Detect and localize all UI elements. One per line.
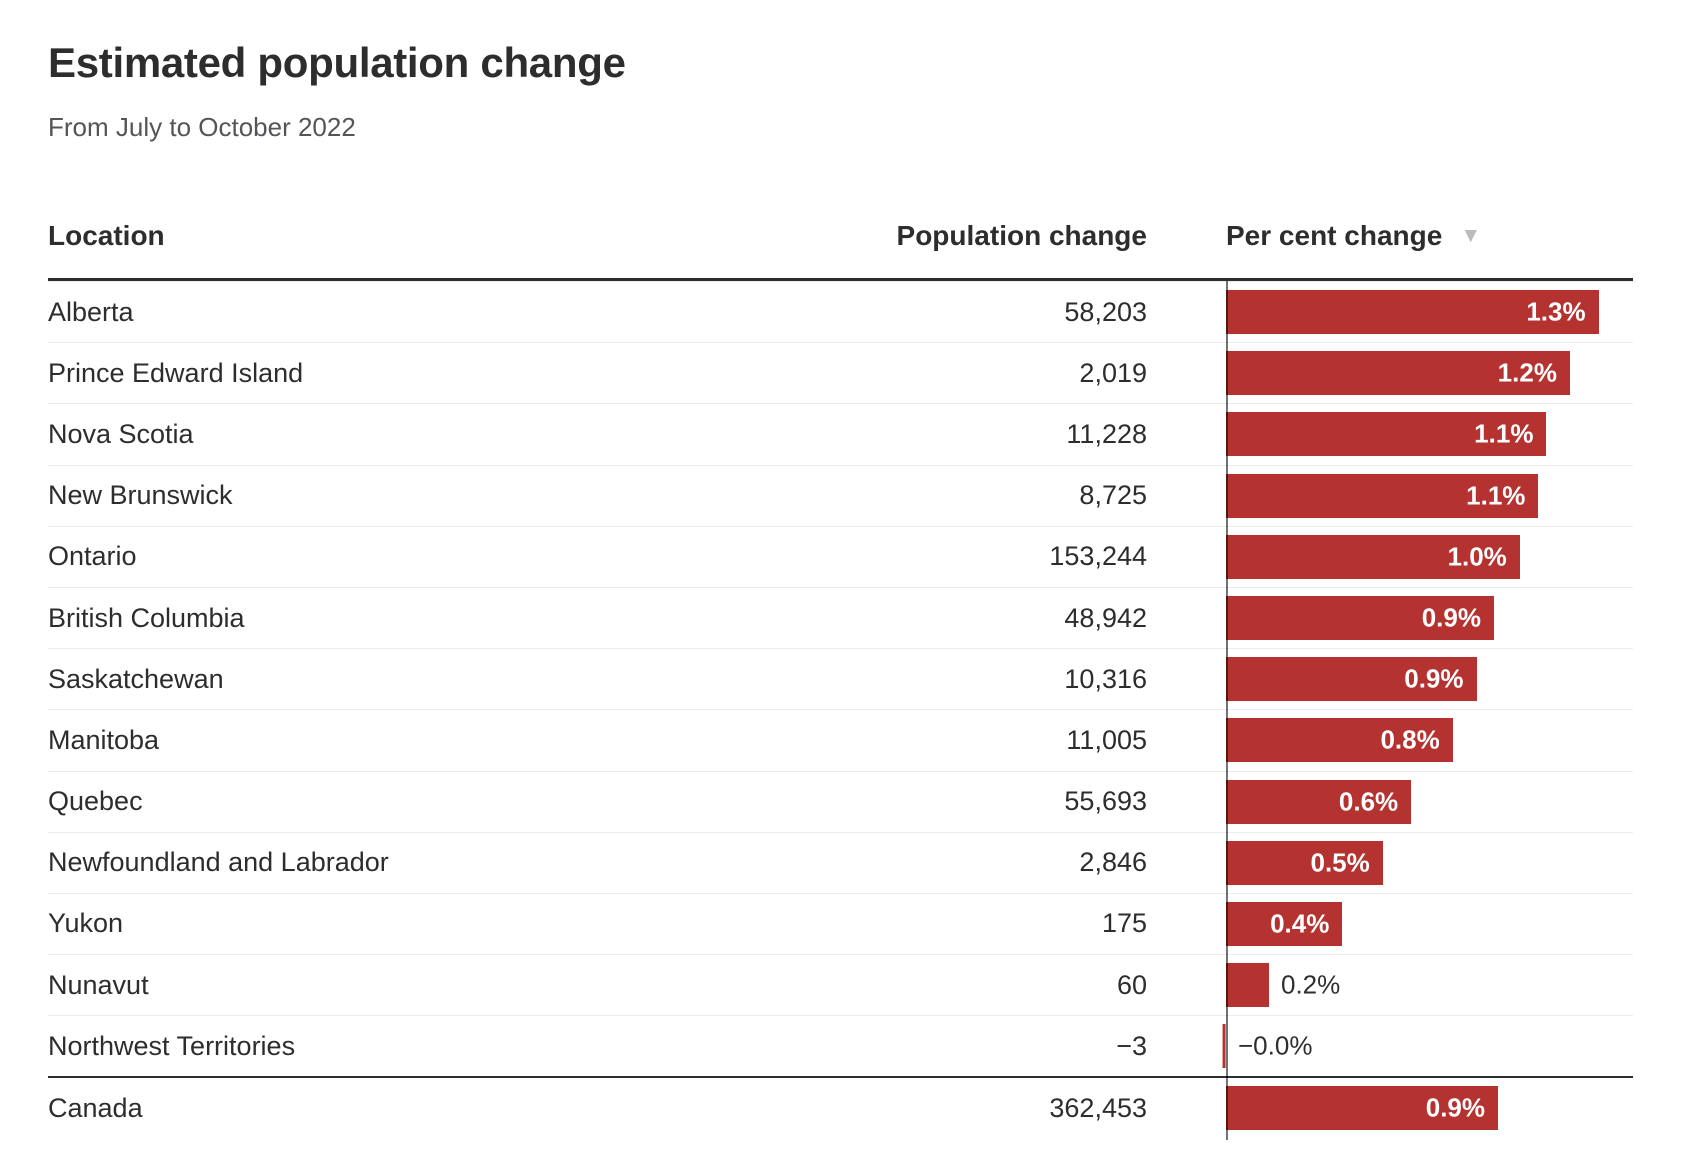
table-row-northwest-territories: Northwest Territories −3 −0.0% (48, 1015, 1633, 1076)
table-row-saskatchewan: Saskatchewan 10,316 0.9% (48, 648, 1633, 709)
percent-change-label: 0.9% (1404, 663, 1464, 694)
column-header-percent-change[interactable]: Per cent change ▼ (1226, 218, 1633, 254)
table-row-british-columbia: British Columbia 48,942 0.9% (48, 586, 1633, 648)
row-bar-cell: 1.1% (1226, 466, 1633, 526)
row-location: Alberta (48, 296, 134, 327)
row-population-change: 8,725 (1079, 480, 1147, 511)
row-bar-cell: 1.1% (1226, 404, 1633, 464)
percent-change-bar: 0.8% (1226, 718, 1453, 763)
row-bar-cell: 1.0% (1226, 527, 1633, 587)
percent-change-bar: 0.5% (1226, 840, 1383, 885)
row-bar-cell: 1.3% (1226, 282, 1633, 342)
row-bar-cell: 0.2% (1226, 955, 1633, 1015)
table-row-nunavut: Nunavut 60 0.2% (48, 954, 1633, 1015)
row-location: Prince Edward Island (48, 357, 304, 388)
row-location: Newfoundland and Labrador (48, 847, 389, 878)
chart-axis-line (1226, 281, 1228, 1140)
row-population-change: 48,942 (1064, 602, 1147, 633)
row-population-change: 11,005 (1066, 724, 1147, 755)
row-location: Northwest Territories (48, 1030, 296, 1061)
table-row-yukon: Yukon 175 0.4% (48, 892, 1633, 954)
row-population-change: 175 (1101, 908, 1147, 939)
row-location: Manitoba (48, 724, 160, 755)
table-row-new-brunswick: New Brunswick 8,725 1.1% (48, 464, 1633, 526)
row-location: British Columbia (48, 602, 245, 633)
row-population-change: −3 (1116, 1030, 1147, 1061)
percent-change-label: 0.5% (1310, 847, 1370, 878)
percent-change-bar: 1.0% (1226, 534, 1520, 579)
table-row-alberta: Alberta 58,203 1.3% (48, 281, 1633, 342)
row-population-change: 2,019 (1079, 357, 1147, 388)
row-bar-cell: 0.9% (1226, 1078, 1633, 1137)
table-row-nova-scotia: Nova Scotia 11,228 1.1% (48, 403, 1633, 464)
row-bar-cell: −0.0% (1222, 1016, 1633, 1076)
row-bar-cell: 0.4% (1226, 894, 1633, 954)
table-row-newfoundland-and-labrador: Newfoundland and Labrador 2,846 0.5% (48, 831, 1633, 893)
percent-change-label: 0.8% (1380, 724, 1440, 755)
row-location: Yukon (48, 908, 124, 939)
row-bar-cell: 0.6% (1226, 772, 1633, 832)
sort-descending-icon: ▼ (1460, 223, 1482, 247)
row-population-change: 153,244 (1049, 541, 1147, 572)
percent-change-label: 0.4% (1270, 908, 1330, 939)
percent-change-label: −0.0% (1238, 1030, 1313, 1061)
row-population-change: 362,453 (1049, 1092, 1147, 1123)
percent-change-bar: 1.1% (1226, 412, 1547, 457)
percent-change-bar: 0.9% (1226, 596, 1494, 641)
row-population-change: 11,228 (1066, 418, 1147, 449)
row-population-change: 58,203 (1064, 296, 1147, 327)
row-bar-cell: 0.9% (1226, 649, 1633, 709)
row-population-change: 55,693 (1064, 786, 1147, 817)
table-row-manitoba: Manitoba 11,005 0.8% (48, 709, 1633, 770)
row-location: Quebec (48, 786, 143, 817)
percent-change-label: 0.9% (1421, 602, 1481, 633)
column-header-location[interactable]: Location (48, 220, 165, 251)
percent-change-label: 0.6% (1338, 786, 1399, 817)
percent-change-bar: 0.4% (1226, 901, 1343, 946)
percent-change-label: 0.9% (1425, 1092, 1485, 1123)
percent-change-bar: 1.2% (1226, 351, 1570, 396)
percent-change-label: 1.1% (1474, 418, 1534, 449)
row-population-change: 60 (1116, 969, 1147, 1000)
chart-subtitle: From July to October 2022 (48, 112, 356, 142)
percent-change-bar: 0.9% (1226, 657, 1477, 702)
table-header: Location Population change Per cent chan… (48, 218, 1633, 281)
percent-change-label: 1.1% (1466, 480, 1526, 511)
row-bar-cell: 1.2% (1226, 343, 1633, 403)
table-row-canada-total: Canada 362,453 0.9% (48, 1076, 1633, 1137)
percent-change-label: 1.2% (1497, 357, 1557, 388)
percent-change-label: 1.3% (1526, 296, 1586, 327)
row-bar-cell: 0.8% (1226, 710, 1633, 770)
row-location: Nunavut (48, 969, 149, 1000)
row-location: New Brunswick (48, 480, 233, 511)
percent-change-label: 0.2% (1280, 969, 1341, 1000)
percent-change-bar: 0.2% (1226, 963, 1340, 1008)
row-location: Saskatchewan (48, 663, 224, 694)
column-header-population-change[interactable]: Population change (896, 220, 1147, 251)
percent-change-bar: 1.1% (1226, 473, 1539, 518)
percent-change-label: 1.0% (1447, 541, 1507, 572)
row-location: Canada (48, 1092, 143, 1123)
percent-change-bar: 0.9% (1226, 1086, 1498, 1131)
row-population-change: 2,846 (1079, 847, 1147, 878)
percent-change-bar: 1.3% (1226, 290, 1599, 335)
table-row-prince-edward-island: Prince Edward Island 2,019 1.2% (48, 342, 1633, 403)
row-bar-cell: 0.5% (1226, 833, 1633, 893)
table-row-quebec: Quebec 55,693 0.6% (48, 770, 1633, 832)
percent-change-bar: −0.0% (1222, 1024, 1312, 1069)
row-bar-cell: 0.9% (1226, 588, 1633, 648)
column-header-percent-change-label: Per cent change (1226, 220, 1443, 251)
percent-change-bar: 0.6% (1226, 779, 1412, 824)
chart-title: Estimated population change (48, 39, 626, 86)
row-population-change: 10,316 (1064, 663, 1147, 694)
row-location: Ontario (48, 541, 137, 572)
table-body: Alberta 58,203 1.3% Prince Edward Island… (48, 281, 1633, 1140)
row-location: Nova Scotia (48, 418, 194, 449)
table-row-ontario: Ontario 153,244 1.0% (48, 525, 1633, 587)
